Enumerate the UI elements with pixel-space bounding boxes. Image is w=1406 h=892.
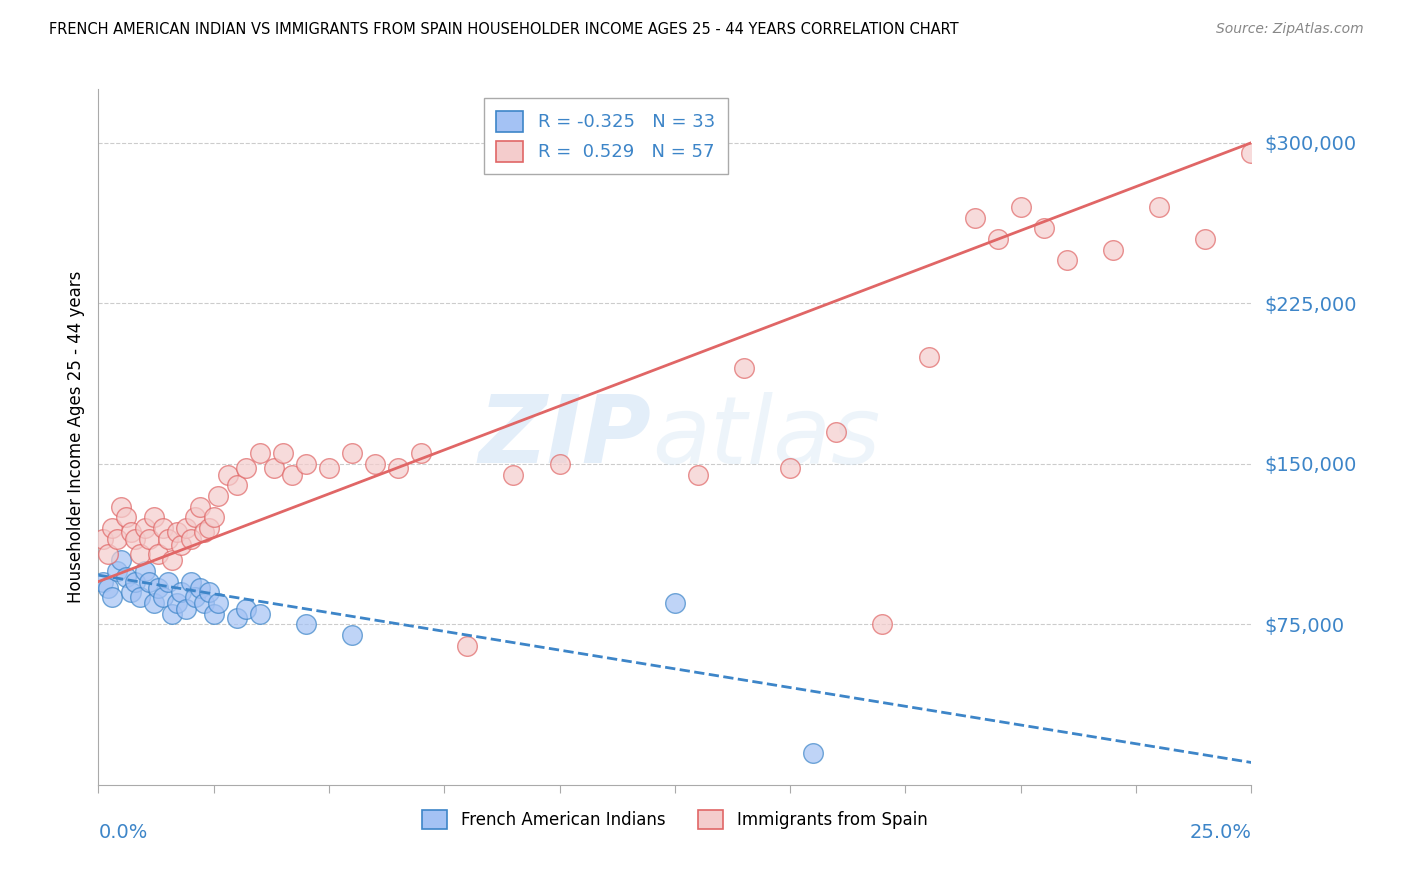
Point bbox=[148, 581, 170, 595]
Point bbox=[115, 510, 138, 524]
Point bbox=[170, 538, 193, 552]
Text: 25.0%: 25.0% bbox=[1189, 823, 1251, 842]
Point bbox=[138, 532, 160, 546]
Point bbox=[101, 521, 124, 535]
Point bbox=[202, 607, 225, 621]
Point bbox=[1147, 200, 1170, 214]
Point bbox=[548, 457, 571, 471]
Point bbox=[198, 585, 221, 599]
Point bbox=[502, 467, 524, 482]
Point bbox=[1240, 146, 1263, 161]
Point bbox=[235, 602, 257, 616]
Point bbox=[120, 525, 142, 540]
Point bbox=[1056, 253, 1078, 268]
Point bbox=[97, 547, 120, 561]
Point bbox=[340, 446, 363, 460]
Point bbox=[295, 617, 318, 632]
Point bbox=[174, 602, 197, 616]
Point bbox=[91, 574, 114, 589]
Point bbox=[180, 532, 202, 546]
Point bbox=[160, 553, 183, 567]
Point bbox=[124, 532, 146, 546]
Point bbox=[271, 446, 294, 460]
Point bbox=[134, 521, 156, 535]
Point bbox=[152, 590, 174, 604]
Point bbox=[295, 457, 318, 471]
Point bbox=[263, 461, 285, 475]
Point bbox=[120, 585, 142, 599]
Point bbox=[148, 547, 170, 561]
Point bbox=[249, 446, 271, 460]
Point bbox=[105, 564, 128, 578]
Point bbox=[166, 596, 188, 610]
Point bbox=[129, 590, 152, 604]
Point bbox=[142, 596, 165, 610]
Point bbox=[198, 521, 221, 535]
Text: Source: ZipAtlas.com: Source: ZipAtlas.com bbox=[1216, 22, 1364, 37]
Point bbox=[110, 500, 132, 514]
Text: ZIP: ZIP bbox=[479, 391, 652, 483]
Text: atlas: atlas bbox=[652, 392, 880, 483]
Point bbox=[207, 489, 229, 503]
Text: FRENCH AMERICAN INDIAN VS IMMIGRANTS FROM SPAIN HOUSEHOLDER INCOME AGES 25 - 44 : FRENCH AMERICAN INDIAN VS IMMIGRANTS FRO… bbox=[49, 22, 959, 37]
Point bbox=[456, 639, 478, 653]
Point bbox=[340, 628, 363, 642]
Point bbox=[917, 350, 939, 364]
Point bbox=[249, 607, 271, 621]
Point bbox=[1032, 221, 1054, 235]
Point bbox=[170, 585, 193, 599]
Point bbox=[156, 574, 179, 589]
Point bbox=[184, 590, 207, 604]
Point bbox=[124, 574, 146, 589]
Point bbox=[129, 547, 152, 561]
Point bbox=[193, 596, 215, 610]
Point bbox=[115, 570, 138, 584]
Point bbox=[180, 574, 202, 589]
Point bbox=[217, 467, 239, 482]
Point bbox=[987, 232, 1010, 246]
Point bbox=[963, 211, 986, 225]
Point bbox=[411, 446, 433, 460]
Point bbox=[202, 510, 225, 524]
Point bbox=[138, 574, 160, 589]
Point bbox=[105, 532, 128, 546]
Point bbox=[142, 510, 165, 524]
Point bbox=[235, 461, 257, 475]
Point bbox=[97, 581, 120, 595]
Point bbox=[387, 461, 409, 475]
Point bbox=[1194, 232, 1216, 246]
Point bbox=[188, 581, 211, 595]
Point bbox=[686, 467, 709, 482]
Point bbox=[166, 525, 188, 540]
Point bbox=[779, 461, 801, 475]
Point bbox=[160, 607, 183, 621]
Point bbox=[174, 521, 197, 535]
Point bbox=[193, 525, 215, 540]
Point bbox=[801, 746, 824, 760]
Point bbox=[156, 532, 179, 546]
Legend: French American Indians, Immigrants from Spain: French American Indians, Immigrants from… bbox=[412, 800, 938, 839]
Point bbox=[110, 553, 132, 567]
Text: 0.0%: 0.0% bbox=[98, 823, 148, 842]
Point bbox=[825, 425, 848, 439]
Point bbox=[318, 461, 340, 475]
Point bbox=[1010, 200, 1032, 214]
Point bbox=[152, 521, 174, 535]
Point bbox=[207, 596, 229, 610]
Point bbox=[664, 596, 686, 610]
Point bbox=[225, 478, 247, 492]
Point bbox=[134, 564, 156, 578]
Point bbox=[91, 532, 114, 546]
Y-axis label: Householder Income Ages 25 - 44 years: Householder Income Ages 25 - 44 years bbox=[66, 271, 84, 603]
Point bbox=[225, 611, 247, 625]
Point bbox=[281, 467, 304, 482]
Point bbox=[733, 360, 755, 375]
Point bbox=[101, 590, 124, 604]
Point bbox=[364, 457, 387, 471]
Point bbox=[872, 617, 894, 632]
Point bbox=[1102, 243, 1125, 257]
Point bbox=[184, 510, 207, 524]
Point bbox=[188, 500, 211, 514]
